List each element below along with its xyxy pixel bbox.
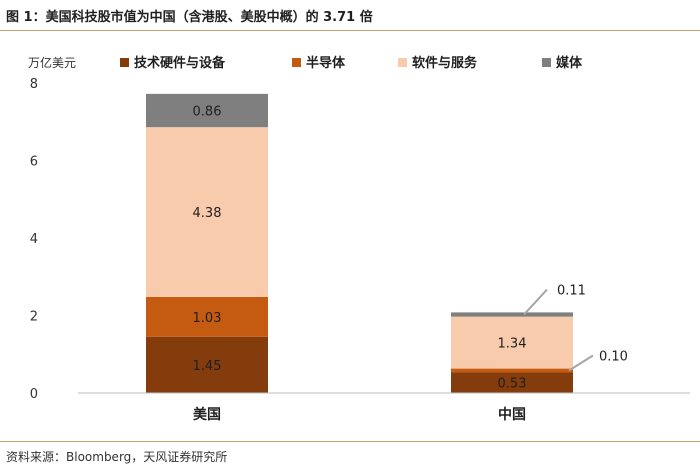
y-tick-label: 8	[30, 77, 38, 92]
source-divider	[0, 441, 700, 442]
bar-segment	[451, 372, 573, 393]
bar-segment	[451, 312, 573, 317]
x-tick-label: 中国	[498, 406, 526, 423]
data-label: 0.86	[193, 105, 222, 120]
figure-title: 图 1：美国科技股市值为中国（含港股、美股中概）的 3.71 倍	[6, 10, 373, 25]
data-label: 4.38	[193, 206, 222, 221]
legend-swatch	[398, 58, 407, 67]
legend-swatch	[542, 58, 551, 67]
data-label: 1.45	[193, 359, 222, 374]
legend-label: 技术硬件与设备	[134, 55, 226, 71]
leader-line	[523, 288, 548, 316]
leader-line	[568, 354, 594, 372]
legend-label: 媒体	[556, 55, 583, 71]
y-tick-label: 6	[30, 155, 38, 170]
y-tick-label: 4	[30, 232, 38, 247]
bar-segment	[451, 316, 573, 369]
x-tick-label: 美国	[193, 406, 221, 423]
bars	[146, 93, 573, 393]
bar-segment	[451, 368, 573, 373]
data-label: 0.10	[599, 350, 628, 365]
y-tick-label: 0	[30, 387, 38, 402]
data-label: 0.11	[557, 284, 586, 299]
x-axis-ticks: 美国 中国	[193, 406, 526, 423]
bar-segment	[146, 296, 268, 337]
source-note: 资料来源：Bloomberg，天风证券研究所	[6, 450, 228, 464]
legend-label: 软件与服务	[412, 55, 478, 71]
data-label: 0.53	[498, 377, 527, 392]
data-label: 1.34	[498, 337, 527, 352]
legend: 技术硬件与设备 半导体 软件与服务 媒体	[120, 55, 583, 71]
y-axis-ticks: 0 2 4 6 8	[30, 77, 38, 402]
data-label: 1.03	[193, 311, 222, 326]
legend-label: 半导体	[306, 55, 346, 71]
bar-segment	[146, 127, 268, 297]
y-axis-label: 万亿美元	[28, 55, 76, 70]
legend-swatch	[292, 58, 301, 67]
bar-segment	[146, 336, 268, 393]
title-divider	[0, 30, 700, 31]
y-tick-label: 2	[30, 310, 38, 325]
legend-swatch	[120, 58, 129, 67]
bar-segment	[146, 93, 268, 128]
data-labels: 1.45 1.03 4.38 0.86 0.53 0.10 1.34 0.11	[193, 105, 628, 392]
